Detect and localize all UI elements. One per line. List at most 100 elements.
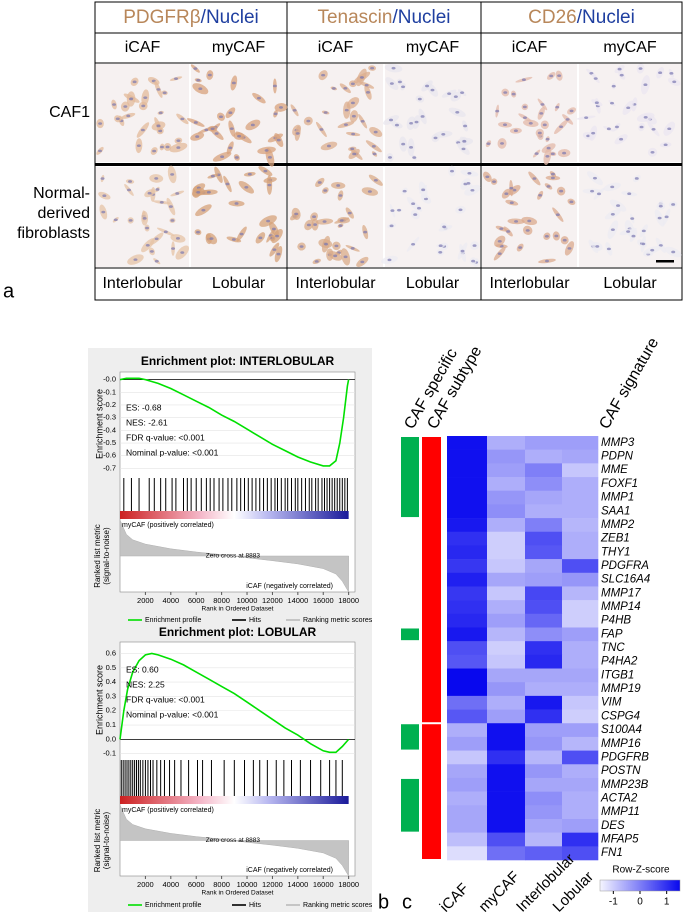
x-tick-label: 16000 [313,596,334,605]
nucleus [142,217,147,220]
heat-cell [487,791,526,806]
nucleus [413,213,418,216]
stain-header: PDGFRβ/Nuclei [123,7,259,28]
nucleus [594,101,599,104]
heat-cell [562,531,599,546]
heat-cell [562,572,599,587]
y-tick-label: 0.6 [106,648,116,657]
nucleus [611,84,616,88]
micrograph [288,64,383,162]
nucleus [193,121,198,124]
nucleus [442,225,447,229]
column-label: iCAF [437,880,473,913]
nucleus [546,185,551,188]
nucleus [544,259,549,263]
heat-cell [525,832,563,847]
nucleus [155,188,160,191]
nucleus [294,212,299,216]
nucleus [462,139,467,143]
y-tick-label: -0.1 [103,749,116,758]
plot-title: Enrichment plot: INTERLOBULAR [141,354,335,368]
nucleus [352,152,357,156]
gene-label: P4HB [601,615,631,627]
nucleus [595,245,600,248]
heat-cell [525,668,563,683]
gene-label: MMP16 [601,738,641,750]
nucleus [511,92,516,96]
nucleus [643,115,648,119]
nucleus [447,92,452,95]
nucleus [193,67,198,70]
gene-label: MMP17 [601,587,641,599]
nucleus [175,192,180,195]
nucleus [180,251,185,254]
heat-cell [487,572,526,587]
nucleus [196,191,201,194]
nucleus [614,125,619,129]
x-tick-label: 8000 [213,880,230,889]
nucleus [198,87,203,91]
gene-label: TNC [601,642,625,654]
y-tick-label: 0.5 [106,663,116,672]
nucleus [497,252,502,255]
nucleus [168,205,173,208]
heat-cell [447,805,488,820]
nucleus [555,213,560,216]
enrichment-curve [119,377,350,467]
nucleus [366,91,371,94]
stat-text: Nominal p-value: <0.001 [126,447,219,457]
heat-cell [525,723,563,738]
column-label: myCAF [212,39,266,56]
heat-cell [562,449,599,464]
nucleus [509,186,514,190]
nucleus [231,238,236,241]
row-separator [95,163,682,166]
nucleus [141,104,146,108]
nucleus [606,127,611,131]
column-label: myCAF [603,39,657,56]
gene-label: MME [601,464,628,476]
nucleus [154,237,159,241]
nucleus [319,128,324,131]
nucleus [569,200,574,204]
nucleus [244,185,249,189]
nucleus [113,218,118,222]
nucleus [387,258,392,262]
heat-cell [562,654,599,669]
nucleus [550,172,555,176]
nucleus [485,175,490,179]
heat-cell [447,641,488,656]
y-tick-label: 0.3 [106,691,116,700]
nucleus [658,244,663,247]
nucleus [158,111,163,115]
nucleus [370,66,375,70]
heat-cell [525,791,563,806]
heat-cell [487,846,526,861]
gene-label: PDGFRA [601,560,649,572]
nucleus [229,127,234,130]
row-label: derived [38,205,90,222]
nucleus [276,138,281,142]
nucleus [351,132,356,136]
heat-cell [447,449,488,464]
heat-cell [525,777,563,792]
column-header: CAF signature [596,335,662,432]
colorbar-tick-label: 0 [637,897,643,908]
nucleus [388,156,393,159]
stain-marker: PDGFRβ [123,7,201,28]
nucleus [343,255,348,259]
heat-cell [562,805,599,820]
heat-cell [447,545,488,560]
heat-cell [447,736,488,751]
nucleus [239,232,244,236]
gene-label: ACTA2 [600,792,638,804]
nucleus [152,149,157,153]
nucleus [667,127,672,131]
nucleus [569,109,574,113]
nucleus [237,134,242,138]
nucleus [331,87,336,90]
metric-label: (signal-to-noise) [102,527,111,585]
nucleus [128,180,133,183]
nucleus [610,101,615,105]
gene-label: S100A4 [601,724,642,736]
